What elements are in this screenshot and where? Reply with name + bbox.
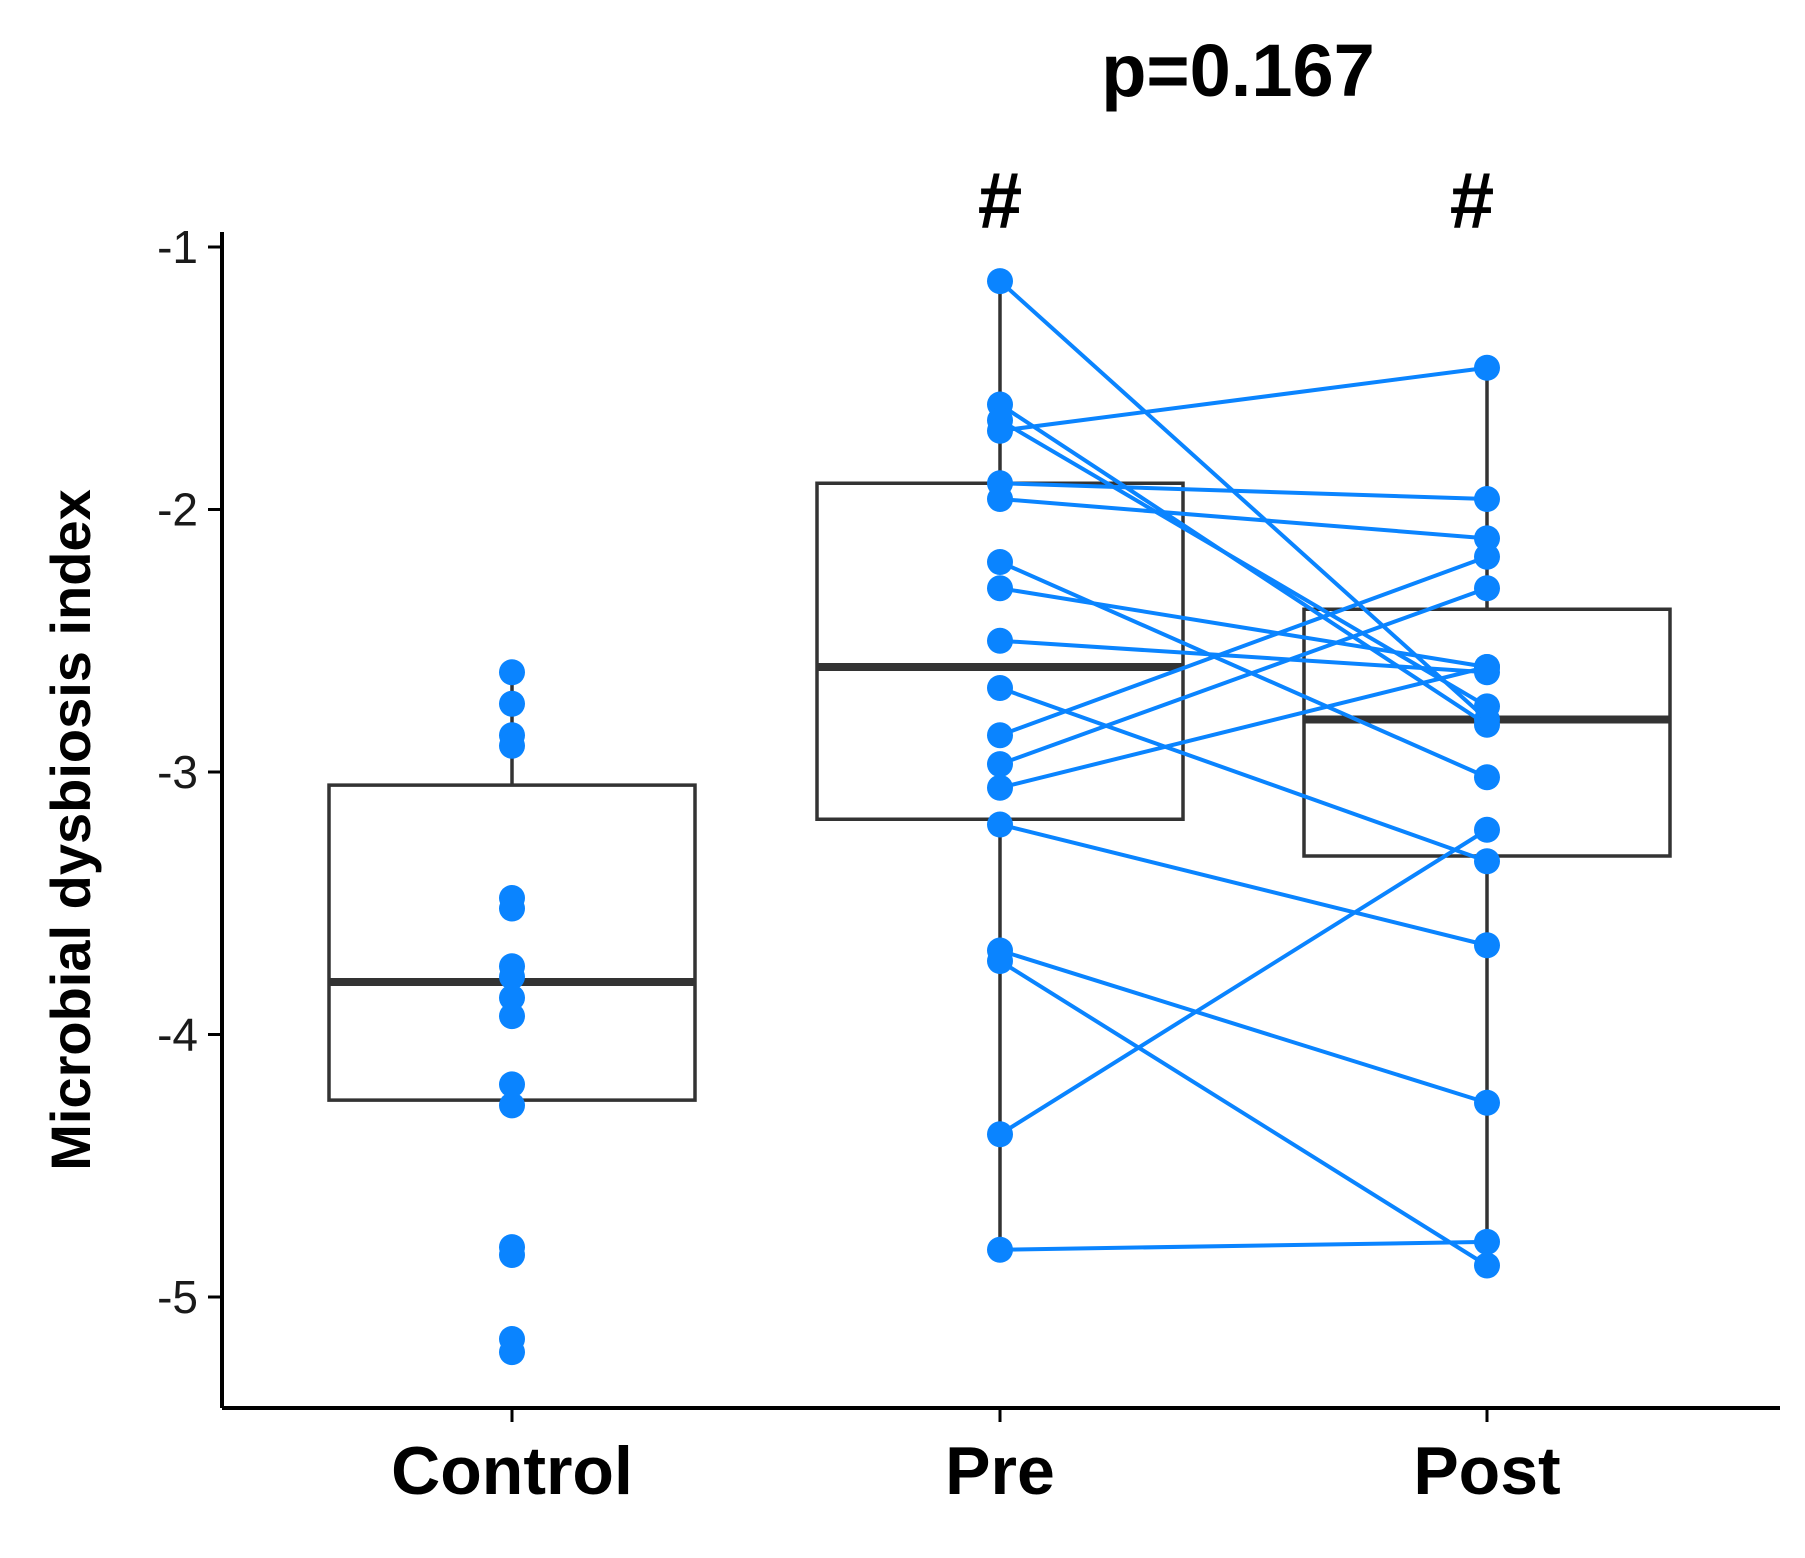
post-point	[1474, 693, 1500, 720]
y-tick-label: -4	[157, 1009, 198, 1061]
paired-line	[999, 481, 1488, 501]
post-point	[1474, 848, 1500, 875]
paired-line	[999, 686, 1488, 864]
box-iqr	[327, 783, 697, 1102]
paired-line	[999, 586, 1488, 767]
post-point	[1474, 816, 1500, 843]
paired-line	[999, 1239, 1488, 1252]
post-point	[1474, 711, 1500, 738]
paired-line	[998, 828, 1489, 1136]
post-point	[1474, 932, 1500, 959]
paired-line	[998, 418, 1489, 709]
control-point	[499, 1242, 525, 1268]
pre-point	[987, 1121, 1013, 1148]
paired-line	[999, 560, 1488, 780]
post-point	[1474, 575, 1500, 602]
x-category-label: Post	[1413, 1433, 1560, 1509]
pre-point	[987, 486, 1013, 512]
y-tick-label: -5	[157, 1271, 198, 1323]
y-tick-label: -3	[157, 746, 198, 798]
control-point	[499, 1092, 525, 1119]
post-point	[1474, 525, 1500, 552]
control-point	[499, 963, 525, 990]
pre-point	[987, 575, 1013, 602]
paired-line	[999, 638, 1488, 675]
paired-line	[999, 948, 1488, 1105]
pre-point	[987, 627, 1013, 654]
control-point	[499, 732, 525, 759]
paired-line	[999, 665, 1488, 790]
post-point	[1474, 654, 1500, 680]
post-point	[1474, 486, 1500, 512]
pre-point	[987, 811, 1013, 838]
post-point	[1474, 764, 1500, 791]
post-point	[1474, 1089, 1500, 1116]
paired-line	[999, 365, 1488, 433]
post-point	[1474, 354, 1500, 381]
y-tick-label: -1	[157, 221, 198, 273]
pre-point	[987, 722, 1013, 749]
pre-point	[987, 417, 1013, 444]
p-value-annotation: p=0.167	[1101, 29, 1375, 112]
control-point	[499, 895, 525, 922]
post-point	[1474, 543, 1500, 570]
pre-point	[987, 948, 1013, 974]
pre-point	[987, 751, 1013, 778]
y-axis-label: Microbial dysbiosis index	[39, 489, 102, 1171]
control-point	[499, 690, 525, 717]
post-significance-marker: #	[1450, 156, 1495, 245]
pre-point	[987, 675, 1013, 701]
paired-line	[999, 497, 1488, 541]
control-point	[499, 659, 525, 686]
post-point	[1474, 1252, 1500, 1279]
control-point	[499, 1339, 525, 1366]
paired-line	[998, 959, 1489, 1268]
y-tick-label: -2	[157, 484, 198, 536]
x-category-label: Control	[391, 1433, 633, 1509]
pre-point	[987, 774, 1013, 801]
plot-area: -1 -2 -3 -4 -5 Control Pre Post	[157, 221, 1780, 1509]
paired-line	[998, 279, 1489, 721]
control-point	[499, 1071, 525, 1098]
pre-point	[987, 268, 1013, 295]
paired-line	[999, 554, 1488, 738]
control-point	[499, 984, 525, 1011]
pre-point	[987, 1236, 1013, 1263]
pre-point	[987, 549, 1013, 575]
post-point	[1474, 1228, 1500, 1255]
paired-line	[999, 586, 1488, 669]
x-category-label: Pre	[945, 1433, 1055, 1509]
pre-significance-marker: #	[978, 156, 1023, 245]
paired-line	[999, 822, 1488, 948]
control-point	[499, 1003, 525, 1030]
